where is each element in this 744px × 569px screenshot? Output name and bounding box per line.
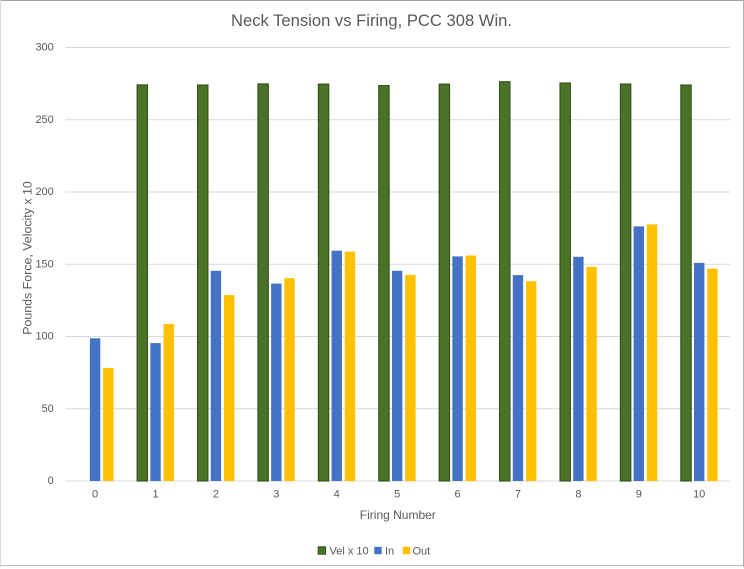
svg-text:6: 6 <box>454 488 460 500</box>
svg-text:250: 250 <box>35 114 53 126</box>
svg-text:2: 2 <box>213 488 219 500</box>
svg-text:Vel x 10: Vel x 10 <box>330 546 369 558</box>
svg-text:10: 10 <box>693 488 705 500</box>
svg-text:7: 7 <box>515 488 521 500</box>
svg-text:In: In <box>385 546 394 558</box>
svg-text:0: 0 <box>92 488 98 500</box>
svg-text:50: 50 <box>42 403 54 415</box>
svg-text:200: 200 <box>35 186 53 198</box>
svg-text:150: 150 <box>35 258 53 270</box>
svg-text:300: 300 <box>35 42 53 54</box>
svg-text:Neck Tension vs Firing, PCC 30: Neck Tension vs Firing, PCC 308 Win. <box>231 11 512 30</box>
svg-text:3: 3 <box>273 488 279 500</box>
svg-text:1: 1 <box>152 488 158 500</box>
svg-text:Pounds Force, Velocity x 10: Pounds Force, Velocity x 10 <box>21 181 35 335</box>
svg-text:4: 4 <box>334 488 340 500</box>
svg-text:Firing Number: Firing Number <box>360 508 436 522</box>
svg-text:5: 5 <box>394 488 400 500</box>
svg-text:100: 100 <box>35 331 53 343</box>
svg-text:Out: Out <box>413 546 431 558</box>
svg-text:8: 8 <box>575 488 581 500</box>
svg-text:9: 9 <box>636 488 642 500</box>
svg-text:0: 0 <box>48 475 54 487</box>
